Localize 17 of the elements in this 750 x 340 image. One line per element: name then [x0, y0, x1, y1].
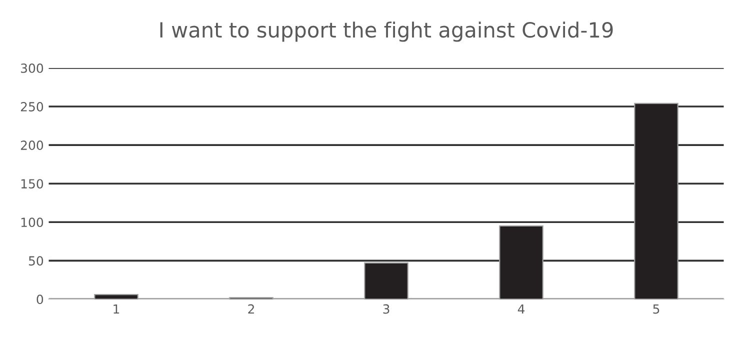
x-tick-label: 5 [653, 304, 660, 314]
y-tick-label: 50 [28, 256, 44, 266]
x-tick-label: 3 [383, 304, 390, 314]
y-tick-label: 200 [20, 140, 44, 150]
x-tick-label: 1 [114, 304, 120, 314]
y-tick-label: 250 [20, 102, 44, 112]
x-tick-label: 2 [248, 304, 254, 314]
y-tick-label: 100 [21, 218, 44, 228]
bar [634, 102, 678, 300]
bar [499, 225, 544, 300]
bar [94, 294, 138, 300]
x-tick-label: 4 [518, 304, 525, 314]
y-tick-label: 150 [21, 179, 44, 189]
y-tick-label: 0 [36, 294, 44, 304]
chart-title: I want to support the fight against Covid-19 [160, 22, 613, 42]
bar [364, 262, 408, 300]
y-tick-label: 300 [20, 63, 44, 73]
